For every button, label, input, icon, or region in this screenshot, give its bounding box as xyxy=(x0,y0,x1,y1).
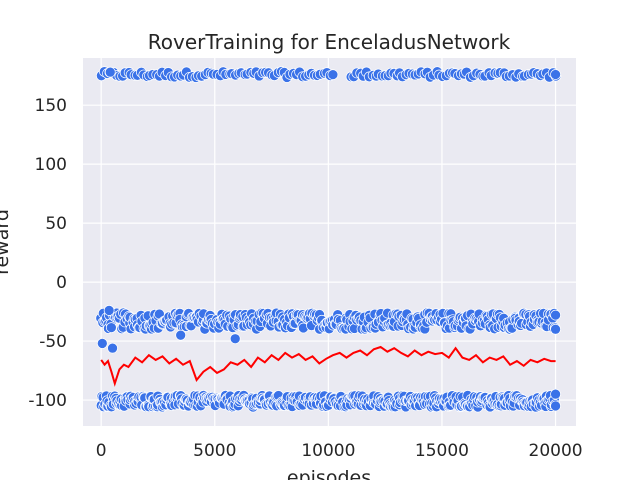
data-point xyxy=(550,323,561,335)
y-tick-label: 100 xyxy=(35,155,67,175)
y-tick-label: -100 xyxy=(28,391,67,411)
x-tick-labels: 0 5000 10000 15000 20000 xyxy=(96,441,583,461)
y-tick-labels: -100 -50 0 50 100 150 xyxy=(28,96,67,411)
data-point xyxy=(103,305,115,316)
x-tick-label: 20000 xyxy=(529,441,583,461)
y-tick-label: 150 xyxy=(35,96,67,116)
x-tick-label: 5000 xyxy=(193,441,236,461)
data-point xyxy=(550,309,561,321)
y-tick-label: 50 xyxy=(45,214,67,234)
data-point xyxy=(104,66,116,78)
data-point xyxy=(105,322,117,333)
x-tick-label: 10000 xyxy=(301,441,355,461)
data-point xyxy=(107,342,118,354)
y-tick-label: 0 xyxy=(56,273,67,293)
data-point xyxy=(550,388,561,400)
y-axis-label: reward xyxy=(0,209,13,275)
scatter-points xyxy=(95,66,562,413)
plot-background xyxy=(83,58,576,426)
chart-title: RoverTraining for EnceladusNetwork xyxy=(148,30,511,54)
data-point xyxy=(96,338,108,349)
data-point xyxy=(327,69,339,80)
data-point xyxy=(175,329,187,341)
data-point xyxy=(229,333,241,345)
data-point xyxy=(550,69,561,80)
data-point xyxy=(550,400,561,412)
x-tick-label: 15000 xyxy=(415,441,469,461)
x-axis-label: episodes xyxy=(287,467,371,480)
y-tick-label: -50 xyxy=(39,332,67,352)
x-tick-label: 0 xyxy=(96,441,107,461)
moving-average-line xyxy=(100,345,556,387)
